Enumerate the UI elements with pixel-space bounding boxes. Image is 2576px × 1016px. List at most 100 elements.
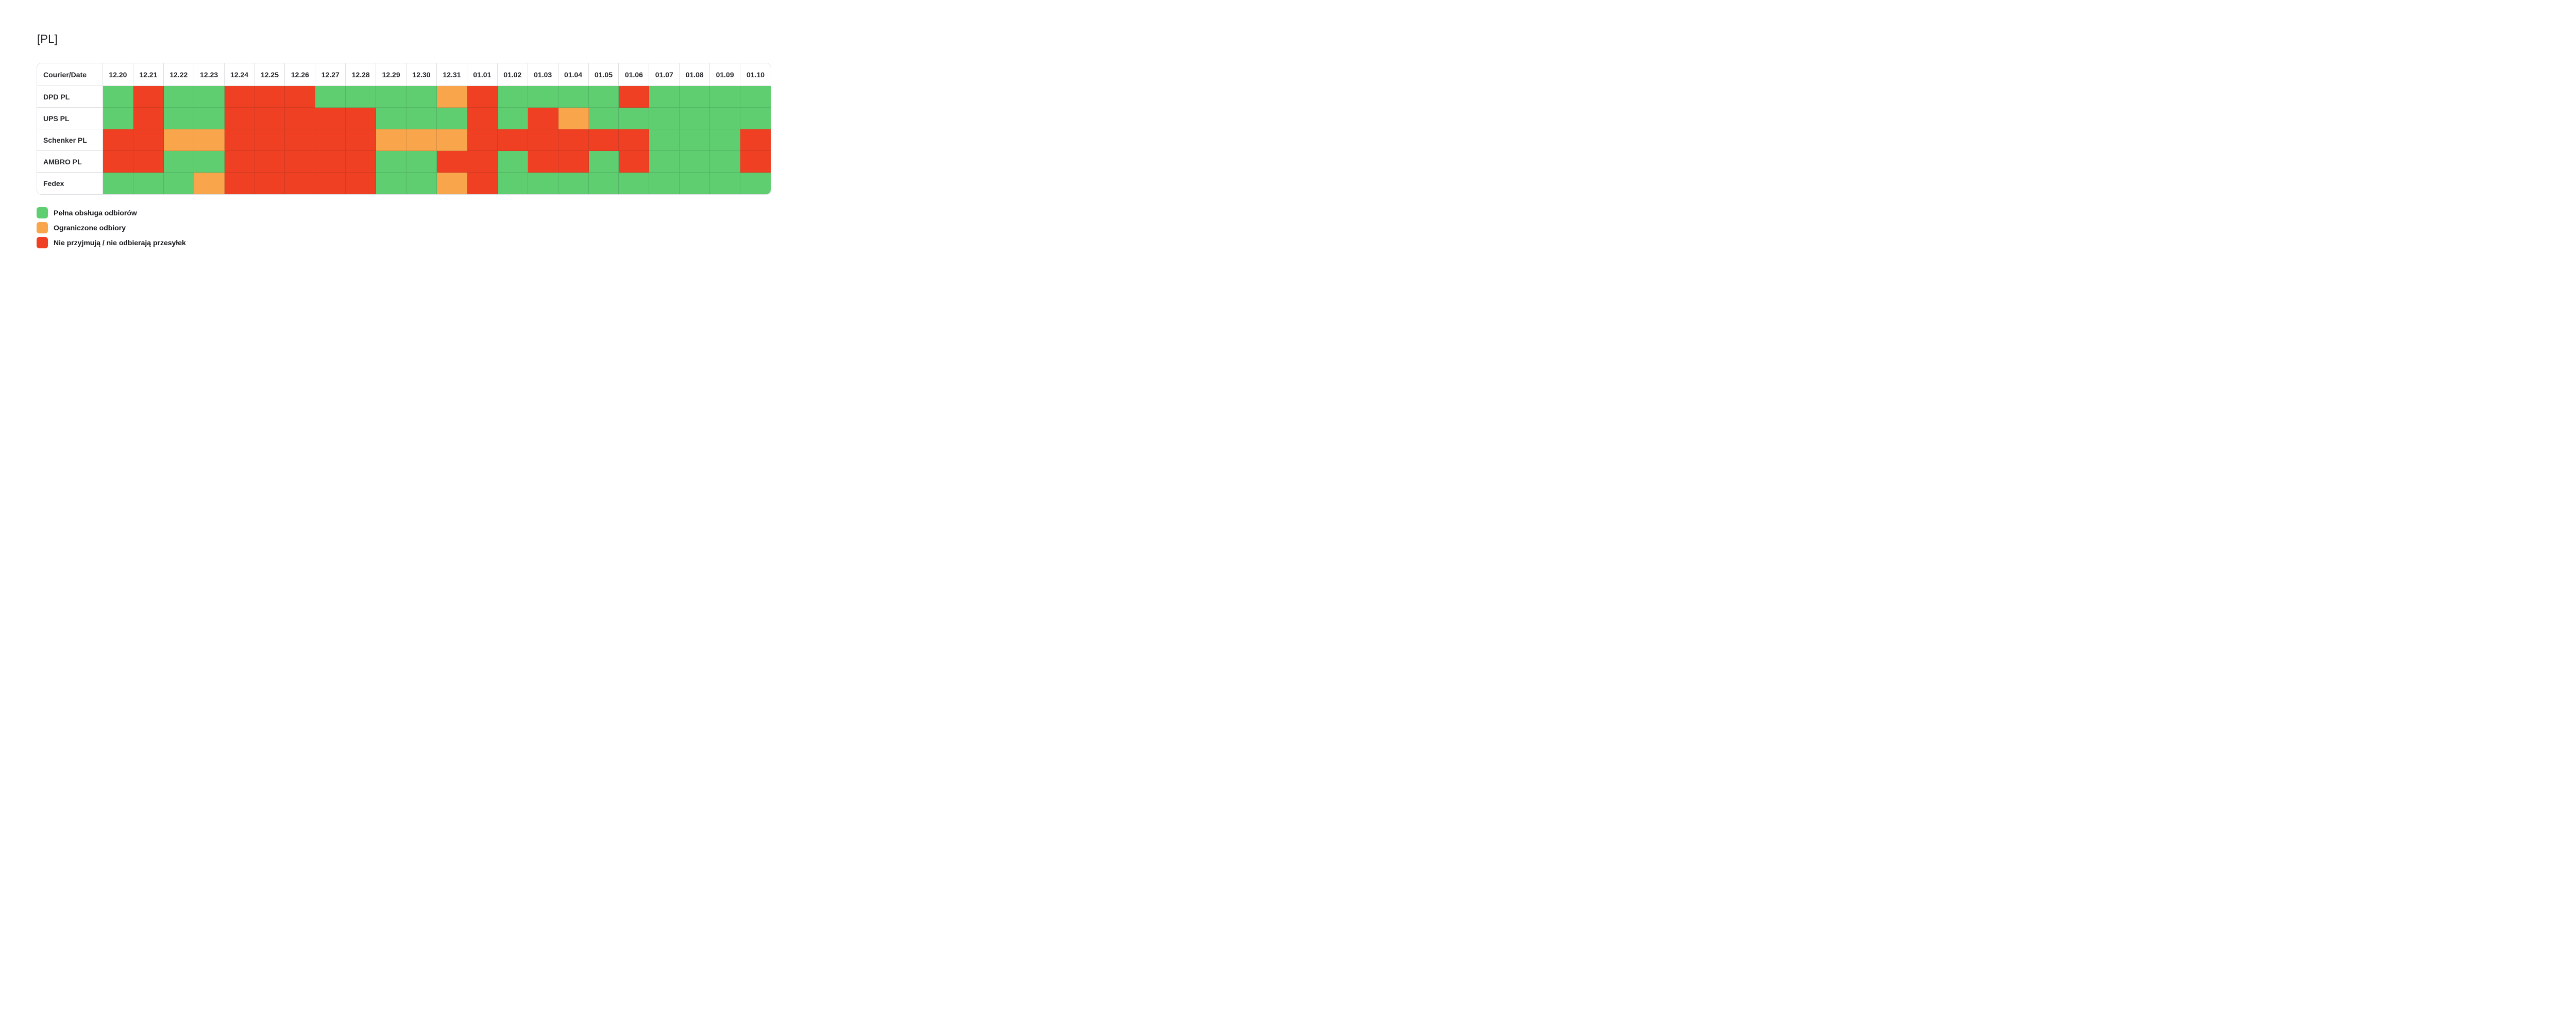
status-cell — [437, 108, 467, 129]
status-cell — [285, 108, 316, 129]
status-cell — [588, 129, 619, 151]
status-cell — [619, 151, 650, 173]
status-cell — [163, 108, 194, 129]
date-header: 01.01 — [467, 63, 498, 86]
status-cell — [497, 129, 528, 151]
status-cell — [467, 86, 498, 108]
status-cell — [649, 151, 680, 173]
status-cell — [740, 129, 771, 151]
status-table: Courier/Date 12.20 12.21 12.22 12.23 12.24 12… — [37, 63, 771, 194]
status-cell — [740, 173, 771, 194]
status-cell — [133, 129, 164, 151]
page-title: [PL] — [37, 32, 58, 45]
status-cell — [680, 173, 710, 194]
status-cell — [376, 173, 407, 194]
status-cell — [649, 86, 680, 108]
status-cell — [315, 129, 346, 151]
status-cell — [467, 173, 498, 194]
status-cell — [315, 108, 346, 129]
status-cell — [710, 173, 741, 194]
legend-item: Nie przyjmują / nie odbierają przesyłek — [37, 237, 186, 248]
date-header: 01.08 — [680, 63, 710, 86]
status-cell — [406, 108, 437, 129]
status-cell — [588, 86, 619, 108]
status-cell — [133, 108, 164, 129]
status-cell — [285, 151, 316, 173]
status-cell — [224, 86, 255, 108]
status-cell — [255, 86, 285, 108]
status-cell — [163, 173, 194, 194]
status-cell — [103, 86, 133, 108]
status-cell — [376, 129, 407, 151]
status-cell — [133, 151, 164, 173]
courier-label: Fedex — [37, 173, 103, 194]
status-cell — [619, 86, 650, 108]
date-header: 12.31 — [437, 63, 467, 86]
date-header: 01.10 — [740, 63, 771, 86]
status-cell — [315, 86, 346, 108]
legend-label: Pełna obsługa odbiorów — [54, 209, 137, 217]
status-cell — [740, 86, 771, 108]
date-header: 12.30 — [406, 63, 437, 86]
status-cell — [163, 86, 194, 108]
status-cell — [285, 173, 316, 194]
status-cell — [376, 151, 407, 173]
status-cell — [255, 173, 285, 194]
status-cell — [558, 108, 589, 129]
status-cell — [133, 86, 164, 108]
date-header: 12.27 — [315, 63, 346, 86]
status-cell — [710, 129, 741, 151]
status-cell — [224, 108, 255, 129]
status-cell — [710, 108, 741, 129]
status-cell — [103, 108, 133, 129]
date-header: 12.26 — [285, 63, 316, 86]
date-header: 12.29 — [376, 63, 407, 86]
status-cell — [680, 108, 710, 129]
status-cell — [194, 173, 225, 194]
status-cell — [437, 129, 467, 151]
status-cell — [619, 173, 650, 194]
status-cell — [437, 151, 467, 173]
status-cell — [528, 151, 558, 173]
status-cell — [315, 151, 346, 173]
status-cell — [680, 86, 710, 108]
status-cell — [437, 86, 467, 108]
status-cell — [558, 151, 589, 173]
status-cell — [497, 108, 528, 129]
date-header: 12.25 — [255, 63, 285, 86]
status-cell — [103, 129, 133, 151]
date-header: 01.09 — [710, 63, 741, 86]
legend-item: Pełna obsługa odbiorów — [37, 207, 186, 218]
status-cell — [528, 129, 558, 151]
status-cell — [163, 129, 194, 151]
status-cell — [194, 129, 225, 151]
status-cell — [649, 173, 680, 194]
date-header: 01.04 — [558, 63, 589, 86]
corner-header-cell: Courier/Date — [37, 63, 103, 86]
status-cell — [103, 151, 133, 173]
legend-swatch-full — [37, 207, 48, 218]
status-cell — [376, 86, 407, 108]
courier-label: AMBRO PL — [37, 151, 103, 173]
status-cell — [346, 108, 377, 129]
status-cell — [649, 108, 680, 129]
status-cell — [406, 173, 437, 194]
date-header: 12.28 — [346, 63, 377, 86]
courier-label: DPD PL — [37, 86, 103, 108]
status-cell — [255, 151, 285, 173]
courier-label: Schenker PL — [37, 129, 103, 151]
status-cell — [680, 151, 710, 173]
status-cell — [103, 173, 133, 194]
status-cell — [315, 173, 346, 194]
status-cell — [133, 173, 164, 194]
status-cell — [376, 108, 407, 129]
status-cell — [285, 129, 316, 151]
status-cell — [497, 151, 528, 173]
status-cell — [255, 129, 285, 151]
date-header: 12.22 — [163, 63, 194, 86]
date-header: 01.05 — [588, 63, 619, 86]
status-cell — [528, 86, 558, 108]
date-header: 12.24 — [224, 63, 255, 86]
status-cell — [346, 129, 377, 151]
page: [PL] Courier/Date 12.20 12.21 12.22 12.23 12… — [0, 0, 808, 284]
